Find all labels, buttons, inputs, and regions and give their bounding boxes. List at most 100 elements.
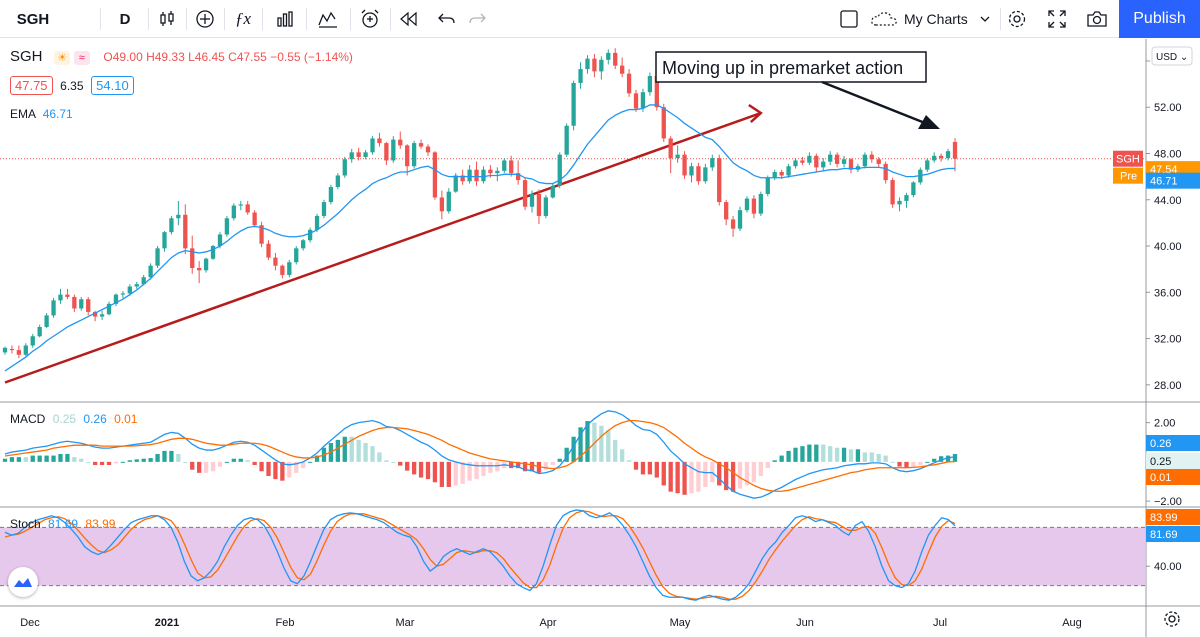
candle-body — [488, 169, 493, 174]
macd-histogram-bar — [869, 452, 874, 462]
macd-histogram-bar — [925, 461, 930, 463]
toolbar-divider — [390, 8, 391, 30]
macd-histogram-bar — [127, 460, 132, 462]
macd-line-value: 0.26 — [83, 412, 107, 426]
alert-icon[interactable] — [356, 0, 384, 38]
stoch-k-axis-value: 81.69 — [1150, 529, 1178, 541]
candle-body — [328, 187, 334, 203]
candle-body — [37, 326, 42, 337]
my-charts-button[interactable]: My Charts — [870, 0, 990, 38]
macd-histogram-bar — [647, 461, 653, 475]
macd-histogram-bar — [585, 421, 590, 462]
chart-settings-gear-icon[interactable] — [1164, 611, 1180, 627]
annotation-text: Moving up in premarket action — [662, 58, 903, 78]
top-toolbar: SGH D ƒx My Charts — [0, 0, 1200, 38]
gear-icon[interactable] — [1004, 0, 1030, 38]
macd-tick-label: −2.00 — [1154, 496, 1182, 508]
candle-body — [23, 345, 28, 355]
macd-histogram-bar — [37, 455, 42, 462]
fullscreen-icon[interactable] — [1044, 0, 1070, 38]
cloud-icon — [870, 11, 898, 27]
candle-body — [876, 159, 881, 164]
premarket-tag-bg — [1113, 167, 1143, 184]
trend-line — [4, 111, 762, 384]
candle-body — [280, 265, 285, 275]
macd-histogram-bar — [682, 461, 687, 495]
macd-histogram-bar — [730, 461, 736, 492]
candle-body — [668, 138, 673, 159]
candle-body — [606, 52, 611, 60]
macd-histogram-bar — [779, 455, 784, 462]
macd-histogram-bar — [661, 461, 666, 486]
publish-button[interactable]: Publish — [1119, 0, 1200, 38]
candle-body — [446, 191, 451, 212]
candle-body — [890, 180, 895, 205]
financials-icon[interactable] — [272, 0, 298, 38]
ema-legend: EMA 46.71 — [10, 107, 73, 121]
macd-histogram-bar — [342, 436, 347, 462]
candle-body — [44, 315, 49, 327]
macd-histogram-bar — [287, 461, 292, 478]
layout-icon[interactable] — [836, 0, 862, 38]
macd-histogram-bar — [224, 461, 230, 463]
replay-icon[interactable] — [396, 0, 422, 38]
candle-body — [495, 170, 500, 174]
chart-area[interactable]: 28.0032.0036.0040.0044.0048.0052.0056.00… — [0, 39, 1200, 637]
candle-body — [16, 350, 22, 355]
annotation-box — [655, 51, 927, 83]
candle-body — [398, 139, 403, 146]
macd-histogram-bar — [488, 461, 493, 473]
my-charts-label: My Charts — [904, 11, 968, 27]
macd-histogram-bar — [633, 461, 639, 470]
candle-body — [418, 143, 424, 147]
macd-histogram-bar — [370, 446, 375, 462]
add-compare-icon[interactable] — [192, 0, 218, 38]
time-tick-label: Jun — [796, 617, 814, 629]
macd-histogram-bar — [911, 461, 916, 468]
ask-box[interactable]: 54.10 — [91, 76, 134, 95]
macd-histogram-bar — [405, 461, 410, 471]
macd-histogram-bar — [793, 447, 798, 462]
candle-body — [453, 175, 458, 192]
candle-body — [481, 169, 486, 182]
macd-axis-value: 0.01 — [1150, 472, 1171, 484]
macd-histogram-bar — [550, 461, 555, 465]
macd-histogram-bar — [425, 461, 431, 480]
candle-body — [814, 155, 819, 168]
macd-histogram-bar — [515, 461, 521, 469]
candle-body — [134, 284, 139, 287]
candle-body — [751, 198, 757, 214]
macd-histogram-bar — [58, 454, 63, 462]
candle-body — [266, 243, 271, 258]
candle-body — [717, 158, 722, 203]
bid-box[interactable]: 47.75 — [10, 76, 53, 95]
ema-axis-value-bg — [1146, 172, 1200, 189]
templates-icon[interactable] — [314, 0, 342, 38]
interval-button[interactable]: D — [119, 10, 131, 28]
stoch-k-value: 81.69 — [48, 517, 79, 531]
bar-style-icon[interactable] — [154, 0, 180, 38]
candle-body — [259, 225, 264, 244]
macd-histogram-bar — [696, 461, 701, 492]
candle-body — [363, 152, 368, 157]
undo-icon[interactable] — [434, 0, 460, 38]
macd-histogram-bar — [120, 461, 126, 463]
stoch-k-axis-value-bg — [1146, 526, 1200, 542]
macd-histogram-bar — [765, 461, 770, 469]
candle-body — [938, 155, 944, 159]
symbol-search-button[interactable]: SGH — [16, 10, 50, 28]
camera-icon[interactable] — [1084, 0, 1110, 38]
macd-histogram-bar — [689, 461, 694, 494]
macd-histogram-bar — [606, 430, 611, 462]
macd-histogram-bar — [106, 461, 112, 465]
redo-icon[interactable] — [464, 0, 490, 38]
macd-histogram-bar — [439, 461, 445, 487]
candle-body — [432, 152, 438, 198]
candle-body — [515, 173, 521, 181]
macd-histogram-bar — [273, 461, 278, 480]
macd-histogram-bar — [724, 461, 729, 491]
macd-histogram-bar — [141, 458, 146, 462]
candle-body — [509, 160, 514, 174]
indicators-icon[interactable]: ƒx — [234, 9, 252, 28]
tradingview-logo[interactable] — [8, 567, 38, 597]
